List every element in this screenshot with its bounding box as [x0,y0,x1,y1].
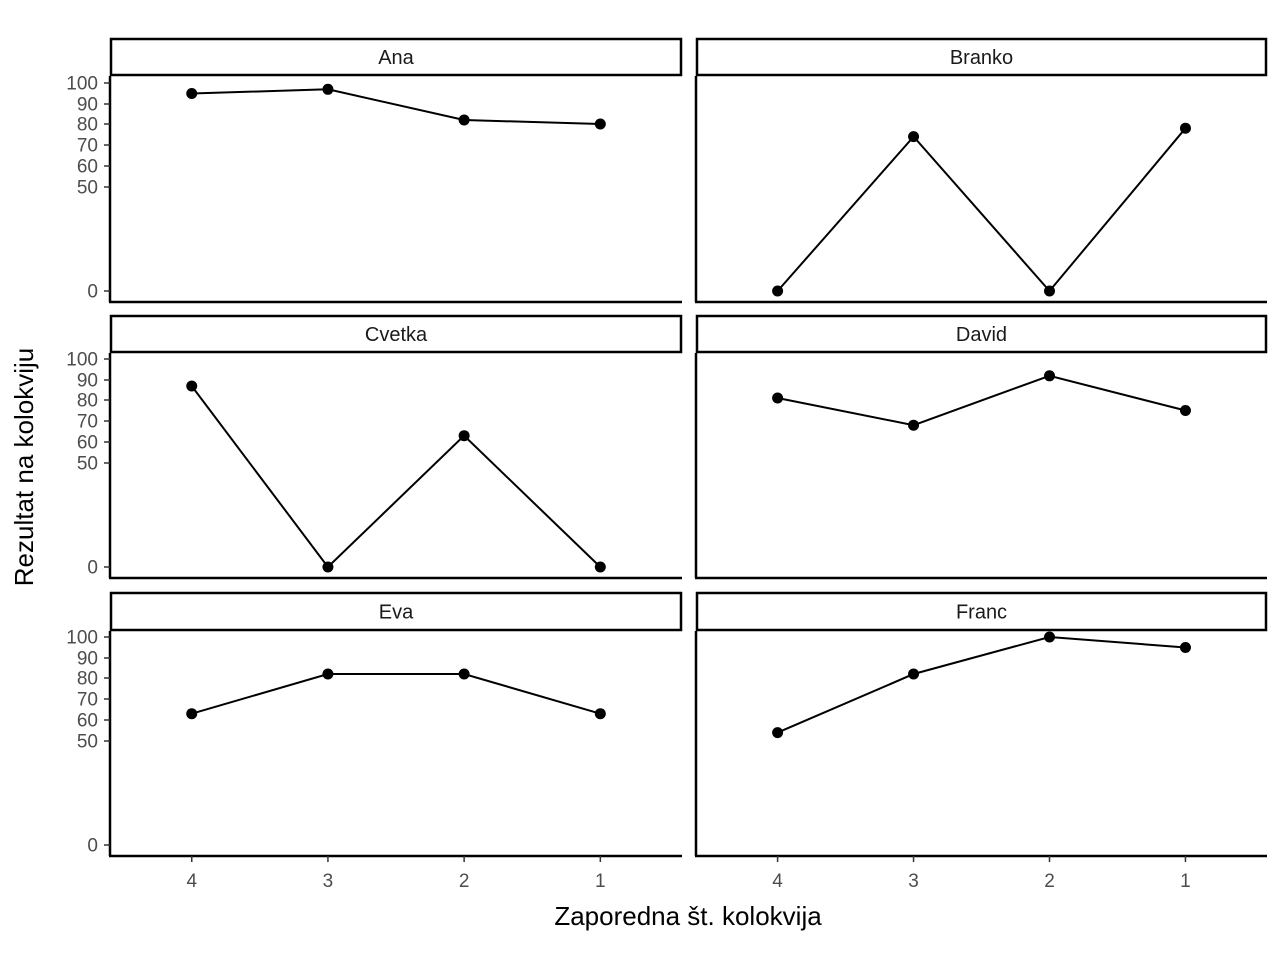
series-line [776,127,1187,293]
y-tick-label: 70 [77,136,98,157]
y-tick-label: 100 [66,350,98,371]
data-point [1179,405,1191,416]
y-tick-label: 80 [77,391,98,412]
y-tick-label: 60 [77,711,98,732]
x-tick-label: 2 [1044,871,1055,892]
y-tick-label: 50 [77,178,98,199]
y-tick-label: 50 [77,732,98,753]
data-point [594,561,606,573]
facet-strip [695,314,1268,354]
data-point [458,668,470,680]
y-tick-label: 100 [66,74,98,95]
x-tick-label: 1 [1180,871,1191,892]
y-tick-label: 70 [77,690,98,711]
facet-franc: Franc 4 3 2 1 [694,591,1268,892]
data-point [458,114,470,126]
series-line [191,88,601,125]
y-tick-label: 80 [77,669,98,690]
data-point [322,83,334,95]
y-tick-label: 60 [77,157,98,178]
x-tick-label: 3 [908,871,919,892]
data-point [594,118,606,130]
facet-strip-label: Franc [956,602,1007,624]
y-tick-label: 80 [77,115,98,136]
facet-strip [109,591,683,632]
facet-strip [109,314,683,354]
y-tick-label: 100 [66,628,98,649]
x-tick-label: 4 [772,871,783,892]
data-point [1044,285,1056,297]
data-point [772,392,784,404]
data-point [322,561,334,573]
data-point [322,668,334,680]
facet-branko: Branko [694,37,1268,304]
data-point [908,419,920,431]
facet-david: David [694,314,1268,580]
data-point [186,88,198,99]
facet-panels: Ana05060708090100BrankoCvetka05060708090… [66,37,1268,892]
data-point [1044,631,1056,643]
series-line [777,635,1186,734]
data-point [594,708,606,720]
y-tick-label: 90 [77,95,98,116]
series-line [777,374,1186,427]
facet-strip [695,37,1268,77]
facet-strip [695,591,1268,632]
x-tick-label: 2 [459,871,470,892]
data-point [908,131,920,143]
x-tick-label: 1 [595,871,606,892]
facet-strip-label: Eva [379,602,414,624]
x-tick-label: 3 [323,871,334,892]
facet-strip-label: David [956,324,1007,346]
y-tick-label: 60 [77,433,98,454]
data-point [772,727,784,739]
x-axis-title: Zaporedna št. kolokvija [554,901,822,931]
y-tick-label: 0 [87,282,98,303]
y-tick-label: 0 [87,836,98,857]
data-point [772,285,784,297]
series-line [191,673,601,715]
data-point [1179,122,1191,134]
series-line [190,385,601,569]
y-tick-label: 70 [77,412,98,433]
y-tick-label: 0 [87,558,98,579]
y-tick-label: 90 [77,371,98,392]
facet-strip [109,37,683,77]
facet-strip-label: Ana [378,47,414,69]
data-point [1179,642,1191,653]
x-tick-label: 4 [186,871,197,892]
data-point [186,380,198,392]
y-axis-title: Rezultat na kolokviju [9,348,39,586]
facet-strip-label: Branko [950,47,1013,69]
data-point [186,708,198,720]
data-point [908,668,920,680]
y-tick-label: 50 [77,454,98,475]
y-tick-label: 90 [77,649,98,670]
facet-strip-label: Cvetka [365,324,428,346]
data-point [458,430,470,442]
data-point [1044,370,1056,382]
